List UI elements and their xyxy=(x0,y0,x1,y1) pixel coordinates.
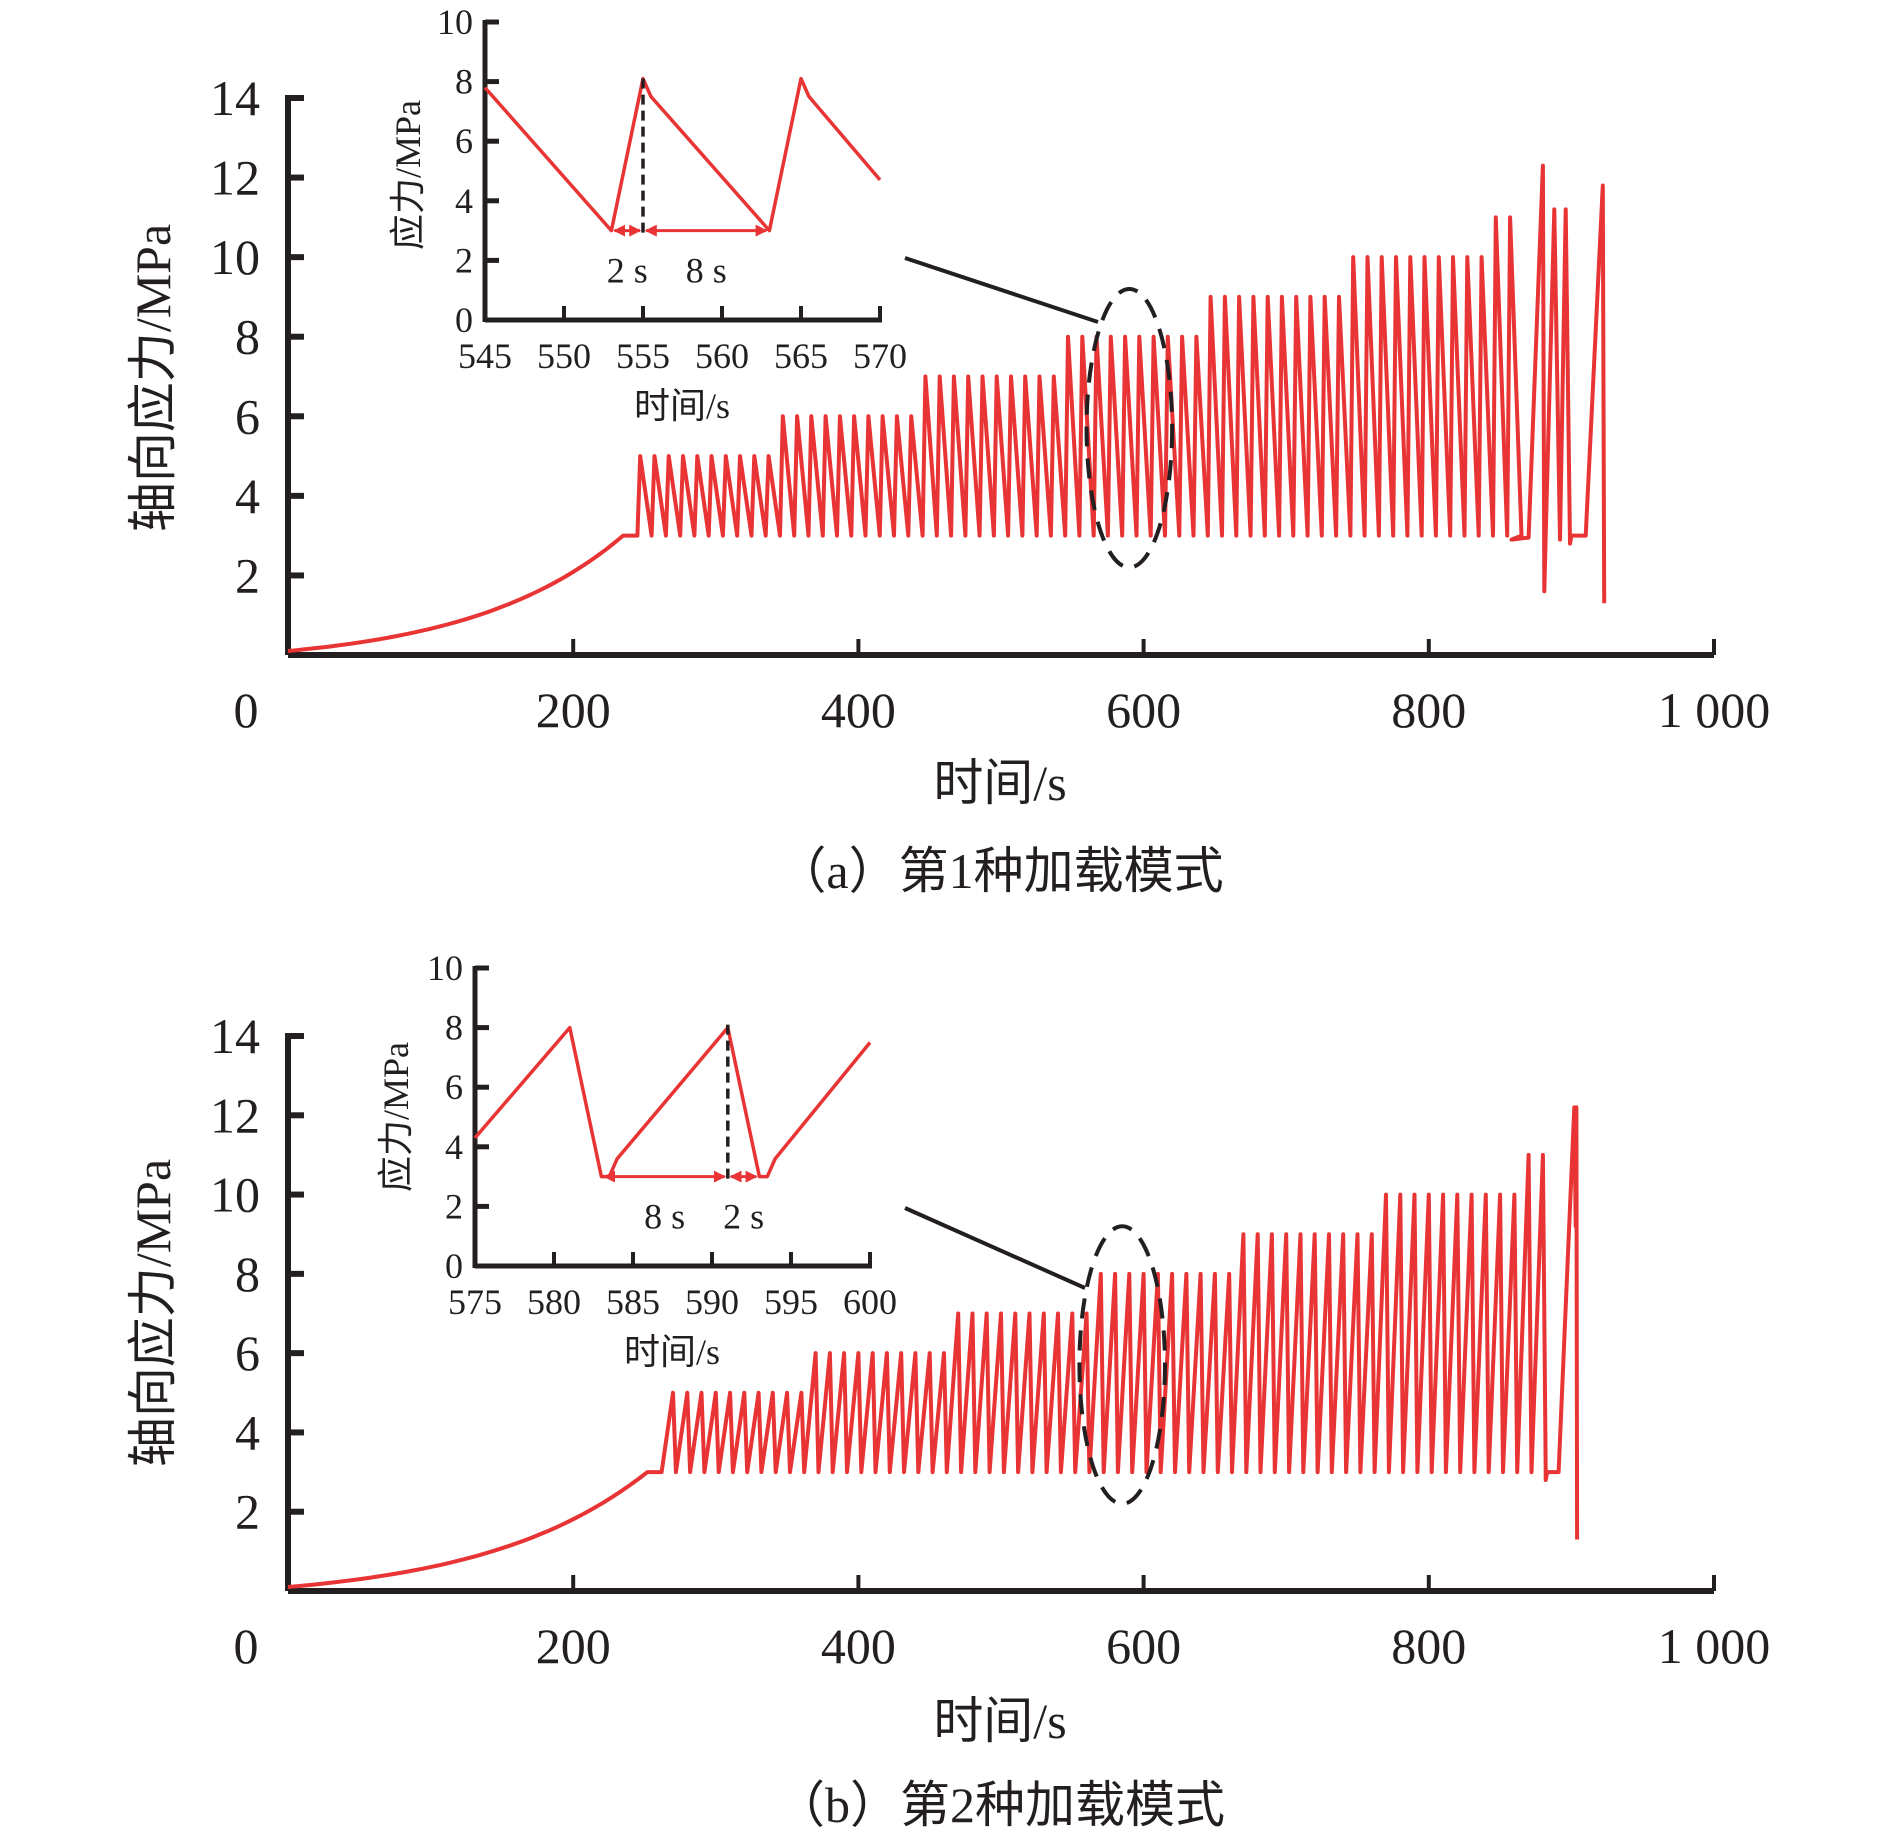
inset-x-tick-label: 585 xyxy=(606,1282,660,1322)
xlabel-b: 时间/s xyxy=(933,1693,1066,1749)
ylabel-b: 轴向应力/MPa xyxy=(125,1159,181,1467)
main-plot-a: 0 200 400 600 800 1 000 2 4 6 8 10 12 14 545 550 555 560… xyxy=(210,2,1770,738)
panel-a: 0 200 400 600 800 1 000 2 4 6 8 10 12 14 545 550 555 560… xyxy=(125,2,1770,899)
zoom-ellipse xyxy=(1077,1224,1167,1506)
caption-a: （a）第1种加载模式 xyxy=(776,843,1223,899)
x-tick-label: 0 xyxy=(234,682,259,738)
y-tick-label: 6 xyxy=(235,388,260,444)
y-tick-label: 4 xyxy=(235,1404,260,1460)
x-tick-label: 600 xyxy=(1106,1618,1181,1674)
y-tick-label: 10 xyxy=(210,1167,260,1223)
y-tick-label: 8 xyxy=(235,309,260,365)
inset-series-line xyxy=(483,76,882,233)
inset-y-tick-label: 4 xyxy=(445,1127,463,1167)
inset-y-tick-label: 10 xyxy=(427,948,463,988)
inset-xlabel-b: 时间/s xyxy=(624,1332,720,1372)
inset-x-tick-label: 570 xyxy=(853,336,907,376)
inset-x-tick-label: 580 xyxy=(527,1282,581,1322)
caption-b: （b）第2种加载模式 xyxy=(775,1777,1225,1832)
duration-label: 8 s xyxy=(644,1197,685,1237)
y-tick-label: 12 xyxy=(210,1087,260,1143)
inset-y-tick-label: 8 xyxy=(455,62,473,102)
y-tick-label: 14 xyxy=(210,70,260,126)
inset-y-tick-label: 10 xyxy=(437,2,473,42)
x-tick-label: 600 xyxy=(1106,682,1181,738)
duration-label: 2 s xyxy=(607,251,648,291)
leader-line xyxy=(904,1206,1086,1290)
y-tick-label: 8 xyxy=(235,1246,260,1302)
zoom-ellipse xyxy=(1084,286,1175,570)
duration-label: 2 s xyxy=(723,1197,764,1237)
inset-y-tick-label: 2 xyxy=(455,240,473,280)
y-tick-label: 2 xyxy=(235,1484,260,1540)
y-tick-label: 12 xyxy=(210,150,260,206)
inset-series-line xyxy=(473,1025,872,1179)
y-tick-label: 14 xyxy=(210,1008,260,1064)
x-tick-label: 200 xyxy=(536,1618,611,1674)
inset-ylabel-a: 应力/MPa xyxy=(388,100,428,250)
main-plot-b: 0 200 400 600 800 1 000 2 4 6 8 10 12 14 575 580 585 590… xyxy=(210,948,1770,1674)
series-line-b xyxy=(287,1105,1580,1589)
x-tick-label: 200 xyxy=(536,682,611,738)
x-tick-label: 0 xyxy=(234,1618,259,1674)
inset-ylabel-b: 应力/MPa xyxy=(376,1042,416,1192)
y-tick-label: 2 xyxy=(235,547,260,603)
inset-xlabel-a: 时间/s xyxy=(634,386,730,426)
inset-x-tick-label: 550 xyxy=(537,336,591,376)
ylabel-a: 轴向应力/MPa xyxy=(125,224,181,532)
inset-x-tick-label: 565 xyxy=(774,336,828,376)
inset-y-tick-label: 8 xyxy=(445,1008,463,1048)
inset-y-tick-label: 6 xyxy=(455,121,473,161)
inset-y-tick-label: 0 xyxy=(455,300,473,340)
leader-line xyxy=(904,256,1099,324)
inset-x-tick-label: 555 xyxy=(616,336,670,376)
inset-x-tick-label: 595 xyxy=(764,1282,818,1322)
inset-x-tick-label: 545 xyxy=(458,336,512,376)
series-line-a xyxy=(287,163,1607,653)
x-tick-label: 1 000 xyxy=(1658,1618,1771,1674)
duration-label: 8 s xyxy=(686,251,727,291)
y-tick-label: 6 xyxy=(235,1325,260,1381)
inset-y-tick-label: 0 xyxy=(445,1246,463,1286)
x-tick-label: 800 xyxy=(1391,682,1466,738)
y-tick-label: 4 xyxy=(235,468,260,524)
x-tick-label: 1 000 xyxy=(1658,682,1771,738)
y-tick-label: 10 xyxy=(210,229,260,285)
inset-x-tick-label: 590 xyxy=(685,1282,739,1322)
inset-x-tick-label: 575 xyxy=(448,1282,502,1322)
x-tick-label: 800 xyxy=(1391,1618,1466,1674)
inset-x-tick-label: 560 xyxy=(695,336,749,376)
x-tick-label: 400 xyxy=(821,682,896,738)
panel-b: 0 200 400 600 800 1 000 2 4 6 8 10 12 14 575 580 585 590… xyxy=(125,948,1770,1832)
xlabel-a: 时间/s xyxy=(933,755,1066,811)
inset-x-tick-label: 600 xyxy=(843,1282,897,1322)
inset-y-tick-label: 2 xyxy=(445,1186,463,1226)
x-tick-label: 400 xyxy=(821,1618,896,1674)
inset-y-tick-label: 6 xyxy=(445,1067,463,1107)
inset-y-tick-label: 4 xyxy=(455,181,473,221)
